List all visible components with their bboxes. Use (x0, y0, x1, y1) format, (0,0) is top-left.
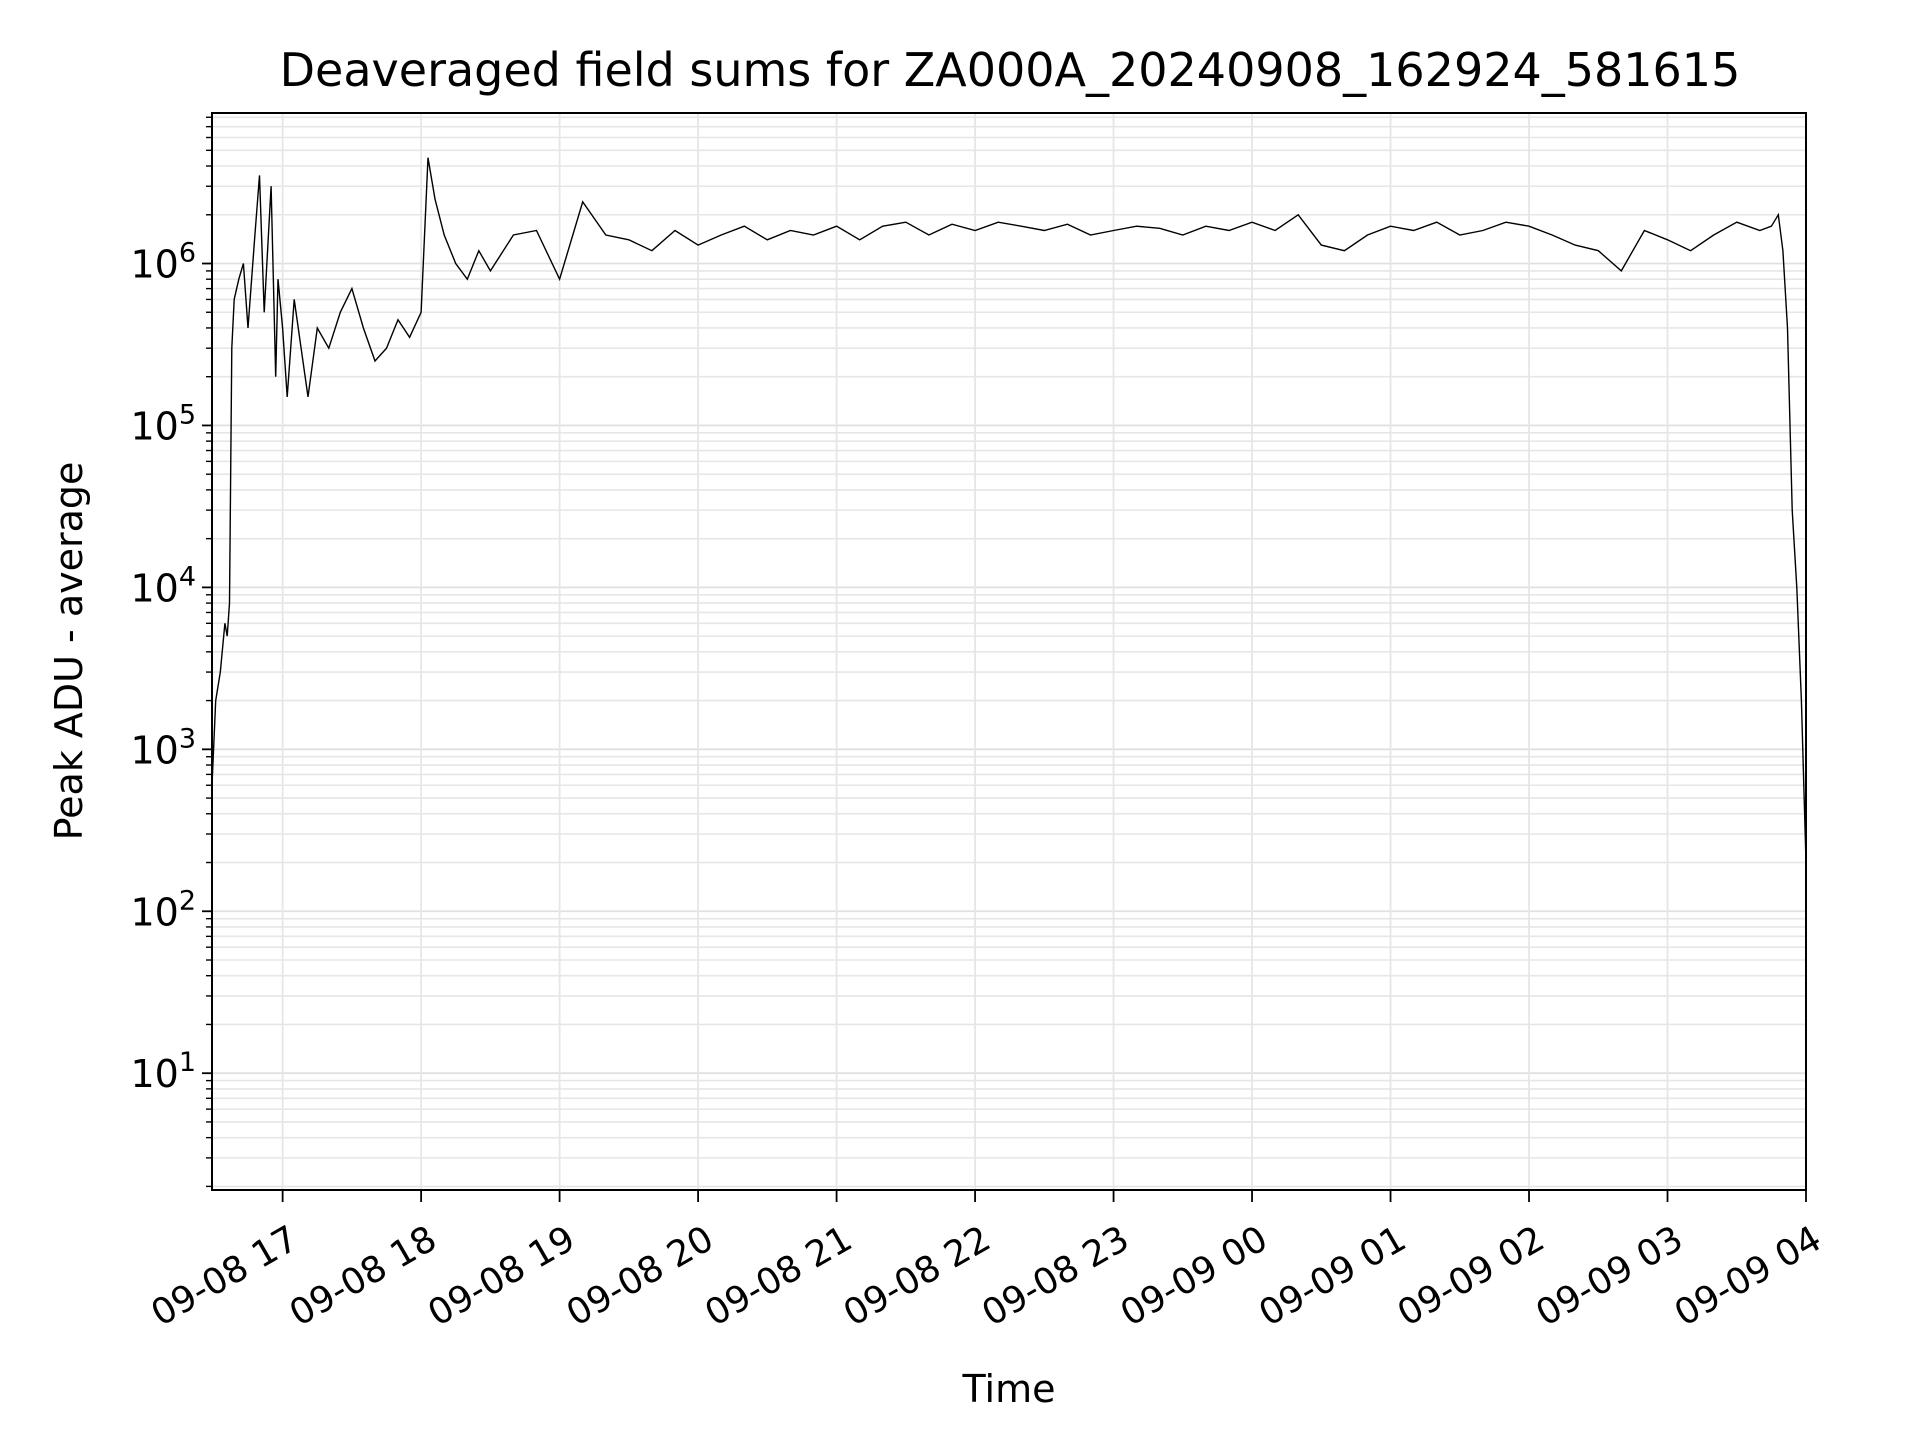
x-axis-label: Time (962, 1367, 1056, 1411)
grid-lines (212, 113, 1807, 1190)
y-tick-label: 103 (130, 723, 196, 772)
y-tick-label: 106 (130, 238, 196, 287)
series-line (211, 157, 1807, 863)
y-axis: 101 102 103 104 105 106 (130, 116, 212, 1188)
y-axis-label: Peak ADU - average (47, 462, 91, 841)
y-tick-label: 101 (130, 1047, 196, 1096)
chart-title: Deaveraged field sums for ZA000A_2024090… (280, 43, 1741, 97)
y-tick-label: 105 (130, 399, 196, 448)
plot-area (211, 157, 1807, 863)
y-tick-label: 102 (130, 885, 196, 934)
y-tick-label: 104 (130, 561, 196, 610)
